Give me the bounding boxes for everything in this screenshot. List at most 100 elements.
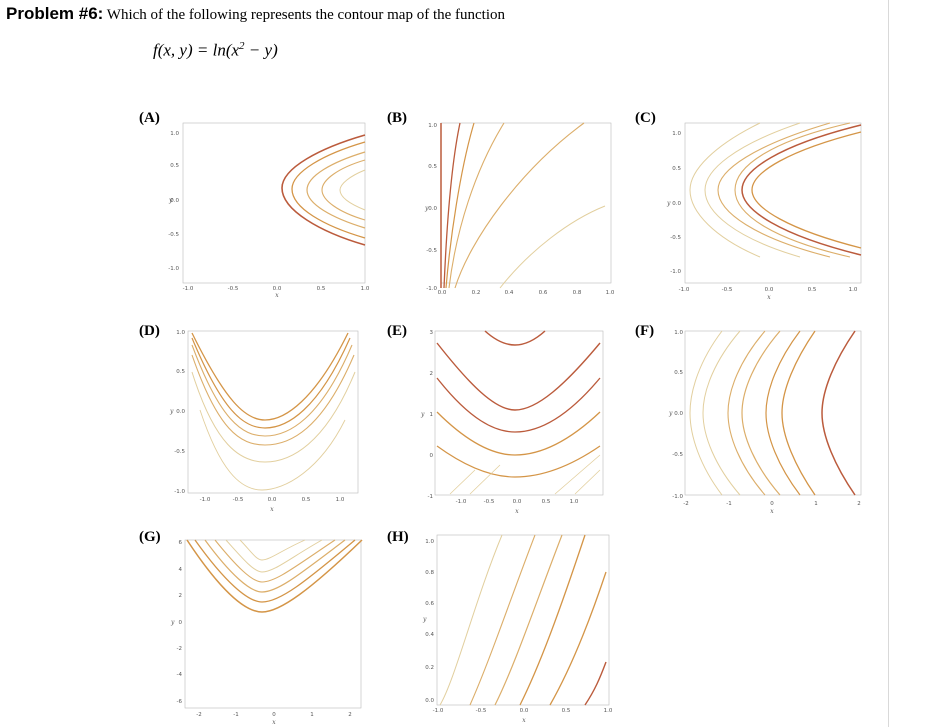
y-tick: 1 [430, 412, 434, 418]
option-g-label[interactable]: (G) [139, 529, 161, 545]
contour-line [339, 169, 366, 211]
contour-line [751, 131, 862, 249]
x-tick: 0.0 [765, 287, 774, 293]
contour-line [186, 539, 363, 613]
x-tick: 2 [857, 501, 861, 507]
x-axis-name: x [767, 294, 771, 301]
option-e-label[interactable]: (E) [387, 323, 407, 339]
page-right-border [888, 0, 889, 727]
y-tick: 0.4 [425, 632, 434, 638]
x-tick: 1.0 [849, 287, 858, 293]
contour-line [741, 330, 781, 496]
x-tick: 1 [310, 712, 314, 718]
x-tick: 0.2 [472, 290, 481, 296]
option-f-label[interactable]: (F) [635, 323, 655, 339]
problem-label: Problem #6: [6, 4, 104, 23]
y-tick: 1.0 [428, 123, 437, 129]
x-tick: 0 [770, 501, 774, 507]
x-tick: -2 [683, 501, 688, 507]
option-b-label[interactable]: (B) [387, 110, 407, 126]
contour-line [741, 124, 862, 256]
contour-line [439, 534, 503, 706]
contour-line [191, 344, 353, 437]
x-tick: 0.5 [808, 287, 817, 293]
option-c-label[interactable]: (C) [635, 110, 656, 126]
x-tick: 0.6 [539, 290, 548, 296]
y-tick: 0.0 [425, 698, 434, 704]
x-tick: 0.0 [273, 286, 282, 292]
function-rhs: − y) [244, 40, 278, 60]
function-formula: f(x, y) = ln(x2 − y) [153, 40, 278, 61]
contour-line [448, 122, 505, 289]
y-axis-name: y [668, 410, 673, 417]
y-tick: -1.0 [670, 269, 681, 275]
contour-line [469, 534, 536, 706]
y-tick: 1.0 [170, 131, 179, 137]
y-tick: -1.0 [672, 494, 683, 500]
option-d-label[interactable]: (D) [139, 323, 160, 339]
y-tick: 1.0 [672, 131, 681, 137]
contour-line [199, 409, 346, 491]
y-tick: 4 [179, 567, 183, 573]
x-tick: 0.5 [317, 286, 326, 292]
contour-line [443, 122, 461, 289]
contour-line [734, 122, 851, 258]
contour-line [484, 330, 546, 346]
x-tick: -1 [726, 501, 731, 507]
contour-line [689, 330, 723, 496]
y-axis-name: y [168, 197, 173, 204]
contour-line [445, 122, 475, 289]
contour-line [191, 332, 349, 421]
y-tick: 1.0 [176, 330, 185, 336]
x-tick: 0.4 [505, 290, 514, 296]
x-tick: -1.0 [200, 497, 211, 503]
y-tick: -4 [177, 672, 183, 678]
y-tick: -1.0 [174, 489, 185, 495]
contour-line [494, 534, 563, 706]
y-tick: 6 [179, 540, 183, 546]
y-tick: -6 [177, 699, 183, 705]
contour-line [436, 411, 601, 456]
x-tick: -1.0 [183, 286, 194, 292]
contour-line [519, 534, 586, 706]
y-tick: 0.5 [176, 369, 185, 375]
y-axis-name: y [422, 616, 427, 623]
x-axis-name: x [272, 719, 276, 726]
y-tick: 0.5 [672, 166, 681, 172]
x-tick: -1.0 [456, 499, 467, 505]
x-axis-name: x [770, 508, 774, 515]
x-tick: 0.5 [562, 708, 571, 714]
y-tick: -0.5 [426, 248, 437, 254]
option-h-label[interactable]: (H) [387, 529, 409, 545]
x-tick: -0.5 [484, 499, 495, 505]
x-tick: -0.5 [722, 287, 733, 293]
y-axis-name: y [170, 619, 175, 626]
y-tick: -2 [177, 646, 182, 652]
x-tick: -0.5 [476, 708, 487, 714]
contour-line [436, 342, 601, 411]
x-axis-name: x [275, 292, 279, 299]
contour-line [306, 151, 366, 229]
y-axis-name: y [169, 408, 174, 415]
y-tick: 0 [179, 620, 183, 626]
x-tick: -1 [233, 712, 238, 718]
x-tick: -1.0 [679, 287, 690, 293]
y-tick: 0.0 [176, 409, 185, 415]
contour-line [717, 122, 831, 258]
option-a-label[interactable]: (A) [139, 110, 160, 126]
contour-line [821, 330, 856, 496]
y-tick: 0 [430, 453, 434, 459]
x-tick: -0.5 [233, 497, 244, 503]
y-axis-name: y [666, 200, 671, 207]
y-tick: -0.5 [672, 452, 683, 458]
y-tick: 0.5 [170, 163, 179, 169]
x-tick: 1.0 [336, 497, 345, 503]
y-tick: -0.5 [168, 232, 179, 238]
contour-line [191, 354, 355, 446]
y-axis-name: y [424, 205, 429, 212]
y-tick: -0.5 [174, 449, 185, 455]
contour-line [194, 539, 356, 603]
y-tick: 0.2 [425, 665, 434, 671]
y-tick: 0.8 [425, 570, 434, 576]
x-tick: 1.0 [604, 708, 613, 714]
